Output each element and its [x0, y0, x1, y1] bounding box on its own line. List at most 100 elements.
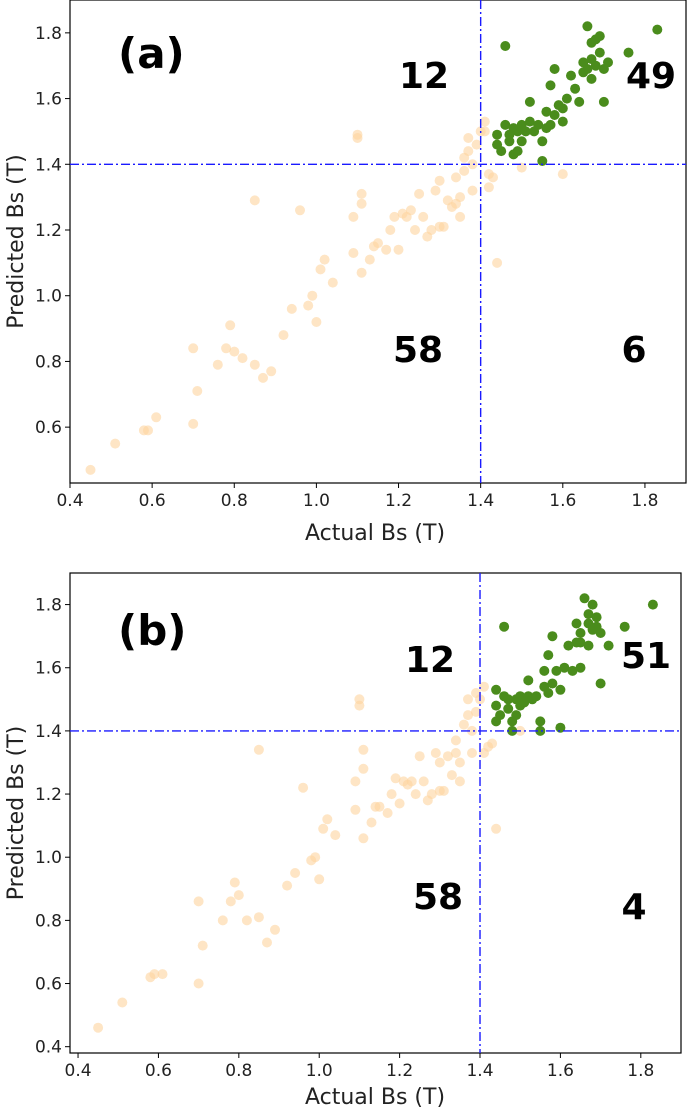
- point-above-threshold: [531, 691, 542, 702]
- chart-panel-a: 0.4 0.6 0.8 1.0 1.2 1.4 1.6 1.8 0.6 0.8 1.0 1.2 1.4 1…: [4, 0, 687, 546]
- point-below-threshold: [463, 710, 473, 721]
- point-below-threshold: [350, 804, 361, 815]
- point-above-threshold: [575, 662, 586, 673]
- point-below-threshold: [405, 205, 416, 216]
- point-below-threshold: [467, 725, 477, 736]
- point-above-threshold: [555, 684, 566, 695]
- point-below-threshold: [406, 776, 417, 787]
- point-above-threshold: [523, 675, 534, 686]
- point-above-threshold: [561, 93, 572, 104]
- point-above-threshold: [503, 703, 514, 714]
- point-below-threshold: [358, 744, 369, 755]
- point-below-threshold: [117, 997, 128, 1008]
- point-above-threshold: [575, 628, 586, 638]
- point-above-threshold: [619, 621, 630, 632]
- point-above-threshold: [547, 631, 558, 642]
- point-above-threshold: [594, 31, 605, 42]
- point-above-threshold: [586, 73, 597, 84]
- point-below-threshold: [217, 915, 228, 926]
- point-below-threshold: [358, 833, 369, 844]
- point-above-threshold: [491, 684, 502, 695]
- point-below-threshold: [249, 195, 260, 206]
- point-below-threshold: [348, 211, 359, 222]
- point-below-threshold: [157, 969, 168, 980]
- point-above-threshold: [545, 119, 556, 130]
- point-below-threshold: [414, 188, 425, 199]
- point-below-threshold: [454, 776, 465, 787]
- x-tick-label: 1.2: [385, 491, 412, 511]
- point-below-threshold: [278, 330, 289, 341]
- y-tick-label: 1.0: [35, 848, 62, 868]
- point-above-threshold: [557, 116, 568, 127]
- point-below-threshold: [479, 681, 489, 692]
- point-above-threshold: [563, 640, 574, 651]
- quadrant-count-bottom-left: 58: [393, 330, 443, 371]
- y-tick-label: 0.6: [35, 418, 62, 438]
- point-above-threshold: [533, 119, 544, 130]
- point-below-threshold: [467, 185, 478, 196]
- point-below-threshold: [557, 169, 568, 180]
- point-below-threshold: [374, 801, 385, 812]
- point-below-threshold: [364, 254, 375, 265]
- point-above-threshold: [491, 700, 502, 711]
- point-below-threshold: [241, 915, 252, 926]
- x-tick-label: 1.0: [303, 491, 330, 511]
- point-below-threshold: [330, 830, 341, 841]
- point-above-threshold: [543, 688, 554, 698]
- point-below-threshold: [463, 146, 474, 157]
- point-below-threshold: [446, 770, 457, 781]
- point-below-threshold: [442, 751, 453, 762]
- point-below-threshold: [438, 785, 449, 796]
- point-below-threshold: [434, 175, 445, 186]
- point-above-threshold: [591, 612, 602, 623]
- point-below-threshold: [149, 969, 160, 980]
- point-below-threshold: [450, 748, 461, 758]
- point-below-threshold: [393, 244, 404, 255]
- point-above-threshold: [535, 716, 546, 727]
- point-above-threshold: [500, 119, 511, 130]
- point-above-threshold: [652, 24, 663, 35]
- x-axis-label: Actual Bs (T): [305, 521, 445, 546]
- x-tick-label: 1.6: [549, 491, 576, 511]
- point-above-threshold: [582, 21, 593, 32]
- point-below-threshold: [467, 748, 477, 758]
- x-tick-label: 1.4: [466, 1061, 493, 1081]
- point-below-threshold: [188, 343, 199, 354]
- point-below-threshold: [356, 188, 367, 199]
- point-above-threshold: [595, 628, 606, 638]
- point-above-threshold: [579, 593, 590, 604]
- point-above-threshold: [537, 136, 548, 147]
- point-below-threshold: [354, 694, 365, 705]
- point-above-threshold: [587, 599, 598, 610]
- point-above-threshold: [549, 110, 560, 120]
- point-below-threshold: [193, 978, 204, 989]
- x-tick-label: 0.4: [65, 1061, 92, 1081]
- point-above-threshold: [594, 47, 605, 58]
- y-axis-label: Predicted Bs (T): [4, 154, 29, 328]
- point-below-threshold: [463, 694, 473, 705]
- point-below-threshold: [348, 248, 359, 258]
- x-tick-label: 1.4: [467, 491, 494, 511]
- point-above-threshold: [571, 618, 582, 629]
- quadrant-count-bottom-right: 4: [621, 887, 646, 928]
- point-below-threshold: [229, 877, 240, 888]
- y-tick-label: 0.8: [35, 911, 62, 931]
- point-below-threshold: [225, 896, 236, 907]
- x-tick-label: 0.6: [139, 491, 166, 511]
- panel-label: (b): [118, 606, 186, 655]
- point-above-threshold: [570, 83, 581, 94]
- point-below-threshold: [310, 852, 321, 863]
- point-above-threshold: [543, 650, 554, 661]
- point-below-threshold: [356, 198, 367, 209]
- point-below-threshold: [516, 162, 527, 173]
- point-below-threshold: [151, 412, 162, 423]
- point-below-threshold: [491, 823, 502, 834]
- quadrant-count-top-left: 12: [405, 640, 455, 681]
- point-below-threshold: [352, 129, 363, 140]
- point-below-threshold: [85, 464, 96, 475]
- y-tick-label: 1.4: [35, 155, 62, 175]
- point-below-threshold: [314, 874, 325, 885]
- point-below-threshold: [373, 238, 383, 249]
- point-below-threshold: [451, 172, 461, 183]
